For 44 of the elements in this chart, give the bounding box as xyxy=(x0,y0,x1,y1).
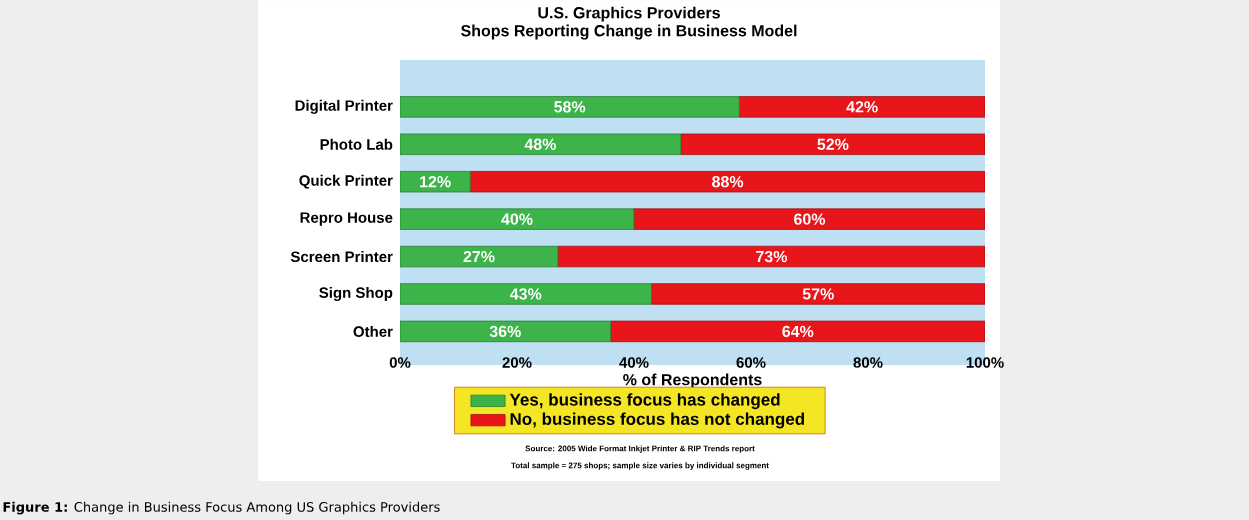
data-label: 36% xyxy=(489,325,521,338)
x-tick-label: 80% xyxy=(853,357,883,368)
data-label: 42% xyxy=(846,101,878,113)
data-label: 64% xyxy=(782,325,814,338)
x-tick-label: 40% xyxy=(619,357,649,368)
data-label: 12% xyxy=(420,176,451,188)
data-label: 88% xyxy=(712,175,744,188)
bar xyxy=(400,283,652,305)
data-label: 58% xyxy=(554,101,586,113)
x-tick-label: 0% xyxy=(389,357,411,368)
y-tick-label: Photo Lab xyxy=(320,138,393,150)
x-tick-label: 100% xyxy=(966,357,1004,368)
data-label: 27% xyxy=(463,250,495,263)
bar xyxy=(400,96,740,118)
x-axis-title: % of Respondents xyxy=(623,373,762,389)
text: Figure 1: Change in Business Focus Among US Graphics Providers xyxy=(3,501,440,515)
data-label: 43% xyxy=(510,288,542,300)
bar xyxy=(557,245,985,268)
data-label: 52% xyxy=(817,138,849,150)
data-label: 40% xyxy=(501,213,533,225)
data-label: 73% xyxy=(756,250,788,263)
bar xyxy=(651,283,985,305)
legend-label: No, business focus has not changed xyxy=(510,412,805,429)
legend-label: Yes, business focus has changed xyxy=(509,393,780,410)
data-label: 48% xyxy=(524,138,556,150)
y-tick-label: Other xyxy=(353,325,393,337)
bar xyxy=(633,208,985,230)
y-tick-label: Repro House xyxy=(300,212,393,226)
x-tick-label: 20% xyxy=(502,357,532,368)
x-tick-label: 60% xyxy=(736,357,766,368)
chart-subtitle: Shops Reporting Change in Business Model xyxy=(461,24,797,40)
y-tick-label: Sign Shop xyxy=(319,286,393,301)
chart-title: U.S. Graphics Providers xyxy=(538,6,720,22)
bar xyxy=(680,133,985,155)
y-tick-label: Digital Printer xyxy=(295,99,393,114)
y-tick-label: Screen Printer xyxy=(290,251,393,263)
y-tick-label: Quick Printer xyxy=(299,174,393,189)
text: Total sample = 275 shops; sample size varies by individual segment xyxy=(511,462,769,470)
bar xyxy=(610,320,985,343)
data-label: 60% xyxy=(794,213,826,225)
bar xyxy=(400,208,635,230)
source-note: Source: 2005 Wide Format Inkjet Printer & RIP Trends report xyxy=(525,445,755,453)
bar xyxy=(469,170,985,193)
data-label: 57% xyxy=(802,288,834,300)
